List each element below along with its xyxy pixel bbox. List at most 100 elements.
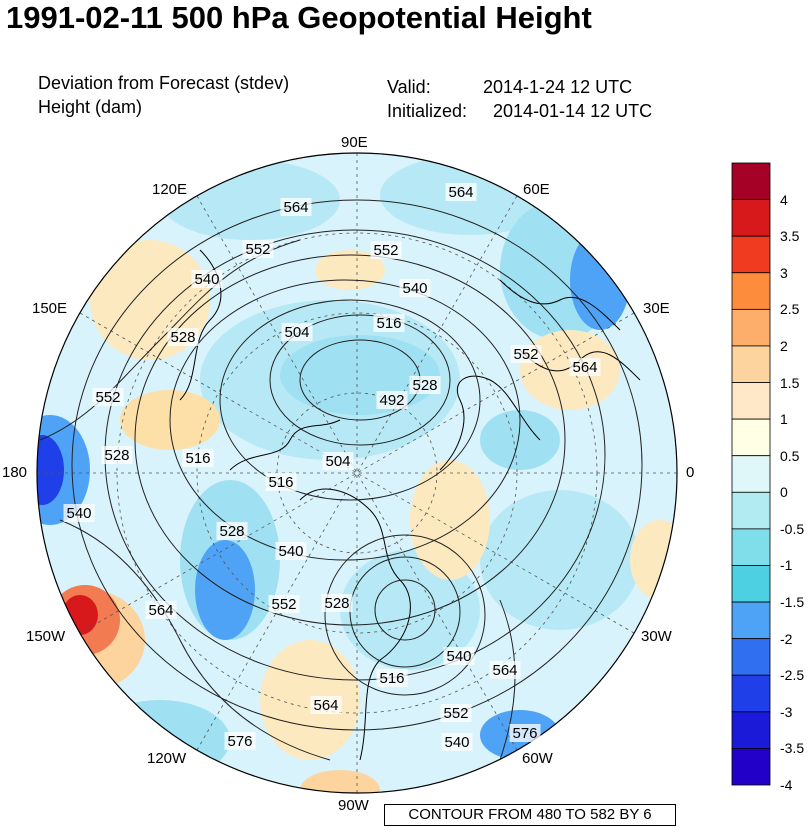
contour-label: 528 (104, 447, 129, 464)
colorbar-box (731, 345, 771, 383)
map-title: 1991-02-11 500 hPa Geopotential Height (6, 0, 592, 35)
contour-label: 564 (492, 662, 517, 679)
colorbar-label: -0.5 (780, 520, 805, 537)
colorbar-box (731, 528, 771, 566)
contour-labels: 564 564 552 552 540 540 504 516 528 552 564 528 492 5… (63, 183, 601, 751)
contour-label-bg (268, 595, 300, 613)
lon-label-180: 180 (2, 464, 28, 481)
contour-label: 552 (245, 241, 270, 258)
colorbar-label: 1.5 (780, 374, 800, 391)
colorbar-label: 3 (780, 264, 788, 281)
colorbar-box (731, 601, 771, 640)
lon-label-150w: 150W (26, 628, 66, 645)
contour-label: 540 (402, 280, 427, 297)
colorbar-box (731, 272, 771, 310)
colorbar-box (731, 674, 771, 713)
contour-label-bg (489, 661, 521, 679)
contour-label-bg (370, 241, 402, 259)
colorbar-box (731, 418, 771, 457)
contour-label-bg (509, 724, 541, 742)
contour-label: 552 (271, 596, 296, 613)
contour-label-bg (443, 647, 475, 665)
initialized-label: Initialized: (387, 101, 468, 121)
contour-label: 528 (324, 595, 349, 612)
subtitle-deviation: Deviation from Forecast (stdev) (38, 73, 290, 93)
lon-label-0: 0 (686, 464, 695, 481)
subtitle-height: Height (dam) (38, 97, 143, 117)
colorbar-box (731, 748, 771, 786)
colorbar-box (731, 199, 771, 237)
valid-label: Valid: (387, 77, 431, 97)
contour-label: 516 (376, 315, 401, 332)
colorbar (731, 162, 771, 786)
colorbar-box (731, 235, 771, 274)
contour-label-bg (182, 449, 214, 467)
contour-label: 516 (268, 474, 293, 491)
colorbar-box (731, 711, 771, 749)
contour-label: 540 (194, 271, 219, 288)
colorbar-box (731, 491, 771, 530)
contour-label-bg (310, 696, 342, 714)
colorbar-label: 1 (780, 411, 788, 428)
contour-label: 564 (448, 184, 473, 201)
colorbar-label: 2 (780, 337, 788, 354)
lon-label-60e: 60E (523, 181, 550, 198)
contour-label: 552 (443, 705, 468, 722)
contour-label: 552 (373, 242, 398, 259)
colorbar-box (731, 162, 771, 200)
contour-label-bg (145, 601, 177, 619)
lon-label-90e: 90E (341, 134, 368, 151)
contour-label: 576 (227, 733, 252, 750)
colorbar-label: 0.5 (780, 447, 800, 464)
contour-label-bg (376, 669, 408, 687)
contour-label: 564 (283, 199, 308, 216)
contour-label: 528 (219, 523, 244, 540)
contour-label-bg (216, 522, 248, 540)
contour-label: 564 (572, 359, 597, 376)
contour-label-bg (191, 270, 223, 288)
colorbar-label: 4 (780, 191, 788, 208)
contour-label: 552 (95, 389, 120, 406)
colorbar-box (731, 565, 771, 603)
contour-label-bg (409, 376, 441, 394)
contour-label-bg (376, 391, 408, 409)
contour-label: 528 (412, 377, 437, 394)
contour-label: 528 (170, 329, 195, 346)
colorbar-label: 0 (780, 484, 788, 501)
contour-label-bg (445, 183, 477, 201)
colorbar-label: -1.5 (780, 594, 805, 611)
contour-label-bg (373, 314, 405, 332)
valid-value: 2014-1-24 12 UTC (483, 77, 633, 97)
contour-label-bg (281, 323, 313, 341)
initialized-value: 2014-01-14 12 UTC (493, 101, 653, 121)
contour-label-bg (63, 504, 95, 522)
contour-label: 564 (313, 697, 338, 714)
colorbar-label: -2.5 (780, 667, 805, 684)
contour-label-bg (101, 446, 133, 464)
colorbar-box (731, 455, 771, 493)
colorbar-label: -4 (780, 777, 793, 793)
lon-label-30w: 30W (641, 628, 672, 645)
contour-label: 504 (284, 324, 309, 341)
colorbar-box (731, 382, 771, 420)
contour-label: 492 (379, 392, 404, 409)
contour-label: 540 (444, 734, 469, 751)
lon-label-60w: 60W (522, 750, 553, 767)
contour-label-bg (242, 240, 274, 258)
contour-label-bg (399, 279, 431, 297)
contour-label: 564 (148, 602, 173, 619)
contour-label-bg (167, 328, 199, 346)
contour-label: 540 (446, 648, 471, 665)
contour-label-bg (265, 473, 297, 491)
contour-label-bg (322, 452, 354, 470)
contour-label: 552 (513, 346, 538, 363)
contour-label-bg (224, 732, 256, 750)
map-boundary (36, 152, 678, 794)
contour-label: 516 (185, 450, 210, 467)
contour-info-box: CONTOUR FROM 480 TO 582 BY 6 (384, 804, 676, 826)
contour-label-bg (92, 388, 124, 406)
colorbar-box (731, 638, 771, 676)
contour-label-bg (569, 358, 601, 376)
contour-label: 516 (379, 670, 404, 687)
